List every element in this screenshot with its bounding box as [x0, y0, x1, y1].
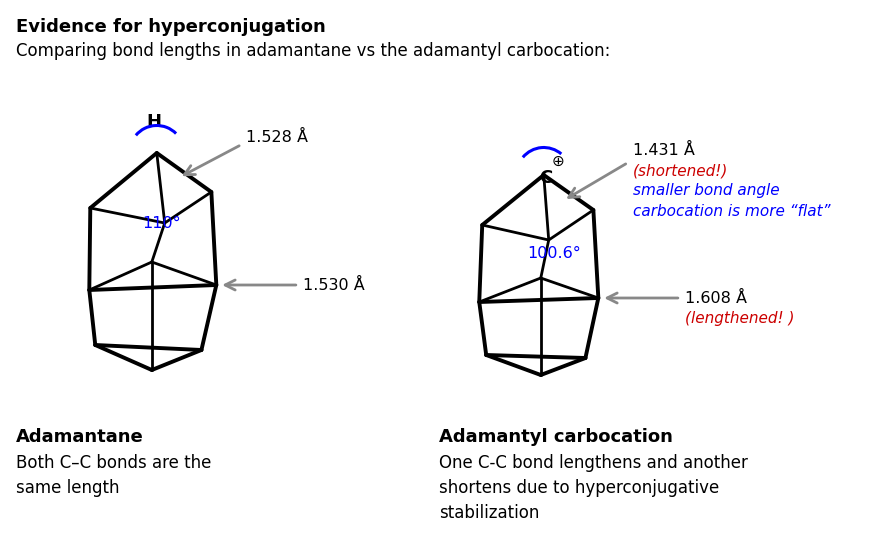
Text: Adamantane: Adamantane — [16, 428, 143, 446]
Text: One C-C bond lengthens and another
shortens due to hyperconjugative
stabilizatio: One C-C bond lengthens and another short… — [438, 454, 748, 522]
Text: (lengthened! ): (lengthened! ) — [684, 311, 794, 326]
Text: 1.608 Å: 1.608 Å — [684, 290, 747, 305]
Text: Comparing bond lengths in adamantane vs the adamantyl carbocation:: Comparing bond lengths in adamantane vs … — [16, 42, 610, 60]
Text: 1.431 Å: 1.431 Å — [633, 143, 695, 158]
Text: Evidence for hyperconjugation: Evidence for hyperconjugation — [16, 18, 325, 36]
Text: Adamantyl carbocation: Adamantyl carbocation — [438, 428, 673, 446]
Text: ⊕: ⊕ — [552, 153, 564, 168]
Text: 100.6°: 100.6° — [527, 246, 581, 260]
Text: H: H — [146, 113, 161, 131]
Text: 110°: 110° — [142, 215, 181, 231]
Text: smaller bond angle
carbocation is more “flat”: smaller bond angle carbocation is more “… — [633, 182, 831, 219]
Text: 1.530 Å: 1.530 Å — [302, 277, 364, 293]
Text: C: C — [539, 169, 552, 187]
Text: (shortened!): (shortened!) — [633, 163, 728, 178]
Text: 1.528 Å: 1.528 Å — [246, 130, 308, 145]
Text: Both C–C bonds are the
same length: Both C–C bonds are the same length — [16, 454, 211, 497]
